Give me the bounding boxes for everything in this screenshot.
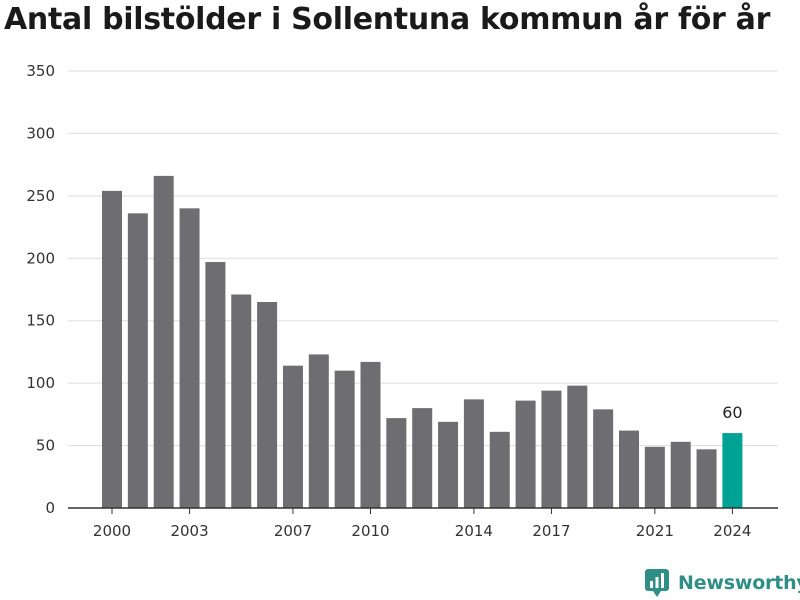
bar-2009 — [334, 370, 355, 508]
bar-2017 — [541, 390, 562, 508]
bar-2007 — [282, 365, 303, 508]
gridlines — [68, 70, 778, 447]
y-tick-label: 150 — [26, 312, 55, 330]
x-tick-label: 2010 — [351, 522, 389, 540]
bar-2008 — [308, 354, 329, 508]
x-tick-label: 2021 — [636, 522, 674, 540]
bar-2022 — [670, 441, 691, 508]
bar-2013 — [438, 421, 459, 508]
bar-2014 — [463, 399, 484, 508]
bar-2010 — [360, 361, 381, 508]
y-tick-label: 200 — [26, 249, 55, 267]
y-tick-label: 300 — [26, 124, 55, 142]
y-tick-label: 0 — [45, 499, 55, 517]
bars — [102, 175, 743, 509]
y-tick-label: 100 — [26, 374, 55, 392]
chart-title: Antal bilstölder i Sollentuna kommun år … — [4, 2, 771, 37]
bar-2015 — [489, 431, 510, 508]
newsworthy-logo-icon — [645, 569, 669, 597]
x-tick-label: 2017 — [532, 522, 570, 540]
bar-2005 — [231, 294, 252, 508]
y-tick-label: 250 — [26, 187, 55, 205]
bar-2023 — [696, 449, 717, 508]
bar-2006 — [257, 301, 278, 508]
data-label-2024: 60 — [722, 403, 742, 422]
bar-2018 — [567, 385, 588, 508]
y-axis-ticks: 0 50 100 150 200 250 300 350 — [26, 62, 55, 517]
brand-logo: Newsworthy — [644, 568, 800, 598]
bar-2012 — [412, 408, 433, 508]
bar-2002 — [153, 175, 174, 508]
y-tick-label: 50 — [36, 437, 55, 455]
x-tick-label: 2003 — [170, 522, 208, 540]
x-tick-label: 2014 — [455, 522, 493, 540]
bar-2003 — [179, 208, 200, 509]
bar-2016 — [515, 400, 536, 508]
bar-2001 — [127, 213, 148, 508]
bar-2020 — [619, 430, 639, 508]
bar-2019 — [593, 409, 614, 508]
bar-2011 — [386, 418, 407, 508]
x-tick-label: 2000 — [93, 522, 131, 540]
bar-2021 — [644, 446, 665, 508]
bar-2000 — [102, 190, 122, 508]
x-tick-label: 2007 — [274, 522, 312, 540]
x-axis: 2000 2003 2007 2010 2014 2017 2021 2024 — [68, 507, 778, 540]
y-tick-label: 350 — [26, 62, 55, 80]
bar-2024 — [722, 433, 743, 508]
data-labels: 60 — [722, 403, 742, 422]
x-tick-label: 2024 — [713, 522, 751, 540]
brand-name: Newsworthy — [678, 572, 800, 594]
bar-2004 — [205, 262, 226, 508]
